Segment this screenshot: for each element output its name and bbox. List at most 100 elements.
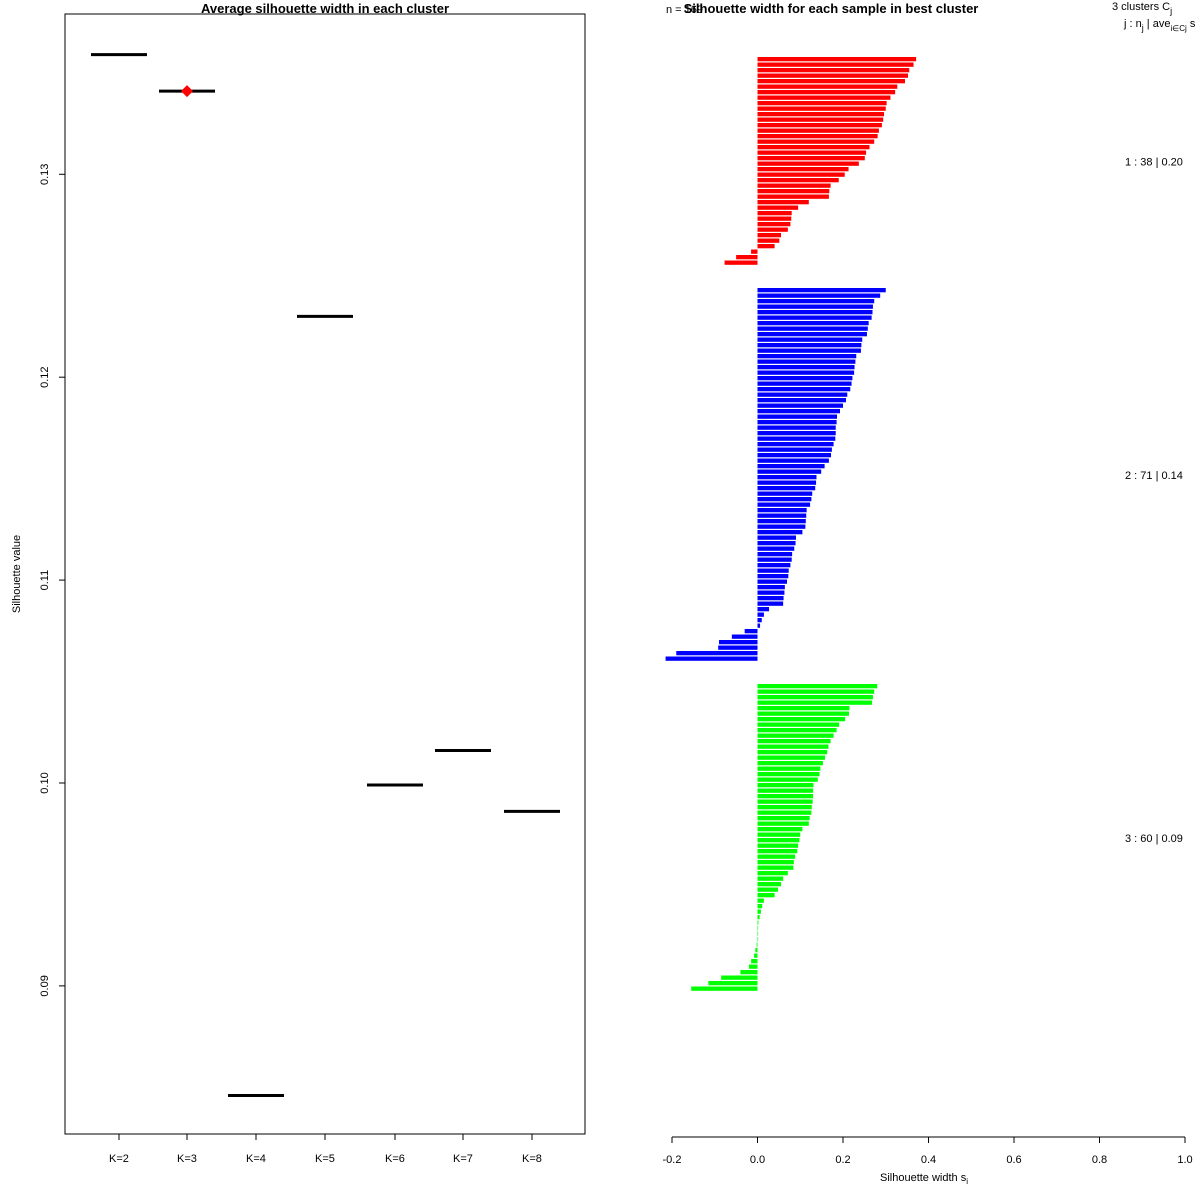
legend-subheader: j : nj | avei∈Cj s [1123,18,1196,33]
silhouette-bar-cluster-2 [757,497,812,502]
silhouette-bar-cluster-1 [757,194,829,199]
silhouette-bar-cluster-3 [757,755,826,760]
silhouette-bar-cluster-1 [757,101,887,106]
silhouette-bar-cluster-3 [757,744,829,749]
left-x-axis: K=2 K=3 K=4 K=5 K=6 K=7 K=8 [109,1133,542,1165]
right-x-axis-label-sub: i [966,1177,968,1186]
silhouette-bar-cluster-2 [757,552,793,557]
left-chart-title: Average silhouette width in each cluster [201,1,449,16]
silhouette-bar-cluster-2 [757,398,846,403]
silhouette-bar-cluster-3 [757,843,799,848]
left-y-tick-label: 0.09 [39,975,51,996]
silhouette-bar-cluster-2 [757,310,873,315]
silhouette-bar-cluster-3 [708,981,758,986]
legend-subheader-sub2: i∈Cj [1170,24,1187,33]
silhouette-bar-cluster-2 [665,656,758,661]
sample-count-label: n = 169 [666,4,703,16]
silhouette-bar-cluster-2 [757,293,881,298]
right-x-tick-label: 0.4 [921,1154,936,1166]
silhouette-bar-cluster-2 [757,420,837,425]
silhouette-bar-cluster-3 [757,711,849,716]
silhouette-bar-cluster-3 [757,926,759,931]
legend-subheader-end: s [1187,18,1196,30]
silhouette-bar-cluster-1 [757,68,910,73]
silhouette-bar-cluster-3 [756,942,758,947]
silhouette-bar-cluster-3 [757,854,796,859]
silhouette-bar-cluster-2 [757,425,836,430]
left-x-tick-label: K=6 [385,1153,405,1165]
left-y-tick-label: 0.13 [39,164,51,185]
silhouette-bar-cluster-1 [757,145,870,150]
silhouette-bar-cluster-3 [757,706,850,711]
right-x-tick-label: -0.2 [663,1154,682,1166]
silhouette-bar-cluster-2 [757,491,813,496]
silhouette-bar-cluster-1 [757,205,799,210]
silhouette-bar-cluster-2 [757,557,792,562]
left-x-tick-label: K=7 [453,1153,473,1165]
silhouette-bar-cluster-3 [748,964,758,969]
silhouette-bar-cluster-3 [757,761,823,766]
silhouette-bar-cluster-2 [757,409,841,414]
silhouette-bar-cluster-3 [757,931,759,936]
silhouette-bar-cluster-3 [757,860,794,865]
silhouette-bar-cluster-1 [757,139,875,144]
silhouette-bar-cluster-3 [757,728,837,733]
silhouette-bar-cluster-2 [757,546,795,551]
left-segments [91,53,560,1097]
silhouette-bar-cluster-3 [757,783,814,788]
cluster-legend: 1 : 38 | 0.20 2 : 71 | 0.14 3 : 60 | 0.09 [1125,157,1183,846]
silhouette-bar-cluster-2 [757,590,785,595]
silhouette-bar-cluster-2 [757,414,838,419]
silhouette-bar-cluster-1 [757,134,878,139]
silhouette-bar-cluster-2 [757,392,848,397]
left-y-tick-label: 0.11 [39,570,51,591]
silhouette-bar-cluster-1 [757,112,885,117]
legend-header-sub: j [1169,6,1172,16]
silhouette-bar-cluster-2 [757,365,855,370]
left-x-tick-label: K=8 [522,1153,542,1165]
silhouette-bar-cluster-2 [757,299,875,304]
silhouette-bar-cluster-2 [757,524,806,529]
right-x-axis-label: Silhouette width si [880,1172,968,1186]
silhouette-bar-cluster-1 [757,167,849,172]
silhouette-bar-cluster-2 [757,574,789,579]
left-x-tick-label: K=5 [315,1153,335,1165]
silhouette-bar-cluster-2 [757,343,862,348]
best-k-marker [181,85,193,98]
silhouette-bar-cluster-1 [757,216,792,221]
silhouette-bar-cluster-2 [757,447,832,452]
right-x-tick-label: 0.6 [1006,1154,1021,1166]
silhouette-bar-cluster-3 [757,777,818,782]
silhouette-bar-cluster-3 [757,799,813,804]
silhouette-bar-cluster-3 [754,953,758,958]
silhouette-bar-cluster-2 [757,458,829,463]
silhouette-bar-cluster-2 [676,651,758,656]
silhouette-bar-cluster-3 [721,975,758,980]
silhouette-bar-cluster-3 [757,893,775,898]
silhouette-bar-cluster-2 [757,288,886,293]
silhouette-bar-cluster-2 [757,541,796,546]
silhouette-bar-cluster-2 [757,359,856,364]
silhouette-bar-cluster-2 [757,354,857,359]
silhouette-bar-cluster-1 [757,106,886,111]
silhouette-bar-cluster-1 [757,117,884,122]
left-panel: Average silhouette width in each cluster… [11,1,586,1165]
silhouette-bar-cluster-3 [757,684,878,689]
silhouette-bar-cluster-1 [757,211,792,216]
right-bars [665,57,917,991]
silhouette-bar-cluster-2 [757,370,855,375]
silhouette-bar-cluster-1 [757,84,898,89]
silhouette-bar-cluster-3 [757,821,809,826]
silhouette-bar-cluster-3 [757,937,759,942]
silhouette-bar-cluster-3 [757,689,875,694]
silhouette-bar-cluster-3 [757,838,800,843]
silhouette-bar-cluster-2 [757,321,869,326]
silhouette-bar-cluster-1 [724,260,758,265]
silhouette-bar-cluster-2 [757,387,851,392]
right-x-axis-label-text: Silhouette width s [880,1172,967,1184]
silhouette-bar-cluster-1 [757,200,809,205]
left-x-tick-label: K=2 [109,1153,129,1165]
silhouette-bar-cluster-1 [757,227,788,232]
silhouette-bar-cluster-3 [757,876,784,881]
